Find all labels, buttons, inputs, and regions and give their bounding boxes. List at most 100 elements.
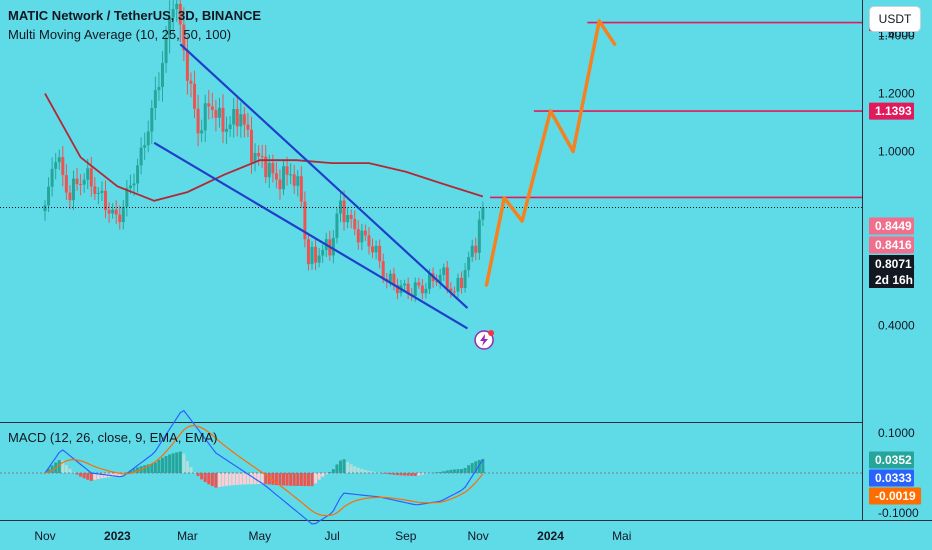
macd-hist-bar — [474, 461, 478, 473]
candle-body — [64, 175, 68, 193]
candle-body — [68, 192, 72, 201]
candle-body — [442, 267, 446, 275]
candle-body — [57, 157, 61, 163]
candle-body — [420, 285, 424, 294]
candle-body — [228, 124, 232, 129]
candle-body — [43, 205, 47, 212]
candle-body — [200, 130, 204, 134]
macd-hist-bar — [303, 473, 307, 487]
candle-body — [427, 273, 431, 289]
candle-body — [271, 163, 275, 174]
candle-body — [79, 184, 83, 186]
candle-body — [356, 229, 360, 243]
macd-hist-bar — [267, 473, 271, 485]
macd-hist-bar — [82, 473, 86, 479]
price-tick-label: 1.2000 — [878, 87, 915, 101]
macd-hist-bar — [200, 473, 204, 480]
candle-body — [303, 201, 307, 240]
macd-hist-bar — [406, 473, 410, 476]
macd-hist-bar — [79, 473, 83, 477]
tag-ma-value: 0.8449 — [875, 219, 912, 233]
candle-body — [267, 163, 271, 178]
macd-hist-bar — [481, 458, 485, 473]
candle-body — [306, 239, 310, 265]
macd-hist-bar — [317, 473, 321, 480]
candle-body — [477, 219, 481, 253]
candle-body — [75, 178, 79, 185]
candle-body — [346, 215, 350, 223]
candle-body — [388, 273, 392, 282]
macd-hist-bar — [210, 473, 214, 487]
candle-body — [203, 103, 207, 131]
candle-body — [470, 245, 474, 257]
price-tick-label: 1.0000 — [878, 145, 915, 159]
candle-body — [285, 166, 289, 175]
macd-hist-bar — [388, 473, 392, 475]
indicator-legend: Multi Moving Average (10, 25, 50, 100) — [8, 27, 231, 42]
macd-hist-bar — [324, 473, 328, 475]
macd-hist-bar — [146, 464, 150, 473]
candles — [43, 0, 485, 302]
macd-hist-bar — [118, 473, 122, 477]
macd-hist-bar — [242, 473, 246, 485]
macd-hist-bar — [153, 462, 157, 473]
price-tick-label: 0.4000 — [878, 319, 915, 333]
candle-body — [136, 165, 140, 184]
time-axis-label: Sep — [395, 529, 417, 543]
macd-tick-label: 0.1000 — [878, 426, 915, 440]
candle-body — [445, 267, 449, 289]
candle-body — [289, 174, 293, 176]
candle-body — [171, 9, 175, 18]
candle-body — [335, 213, 339, 238]
macd-hist-bar — [68, 468, 72, 473]
macd-hist-bar — [264, 473, 268, 485]
macd-hist-bar — [470, 463, 474, 473]
macd-hist-bar — [189, 467, 193, 473]
macd-hist-bar — [392, 473, 396, 475]
candle-body — [378, 245, 382, 262]
candle-body — [413, 282, 417, 296]
channel-lower-line — [153, 141, 469, 330]
macd-hist-bar — [349, 464, 353, 473]
macd-hist-bar — [136, 467, 140, 473]
macd-hist-bar — [346, 462, 350, 473]
candle-body — [125, 188, 129, 207]
macd-hist-bar — [335, 464, 339, 473]
candle-body — [460, 277, 464, 288]
macd-hist-bar — [403, 473, 407, 476]
macd-hist-bar — [289, 473, 293, 486]
candle-body — [403, 283, 407, 286]
time-axis-label: May — [248, 529, 271, 543]
macd-hist-bar — [128, 470, 132, 473]
candle-body — [139, 147, 143, 166]
macd-hist-bar — [292, 473, 296, 486]
macd-hist-bar — [271, 473, 275, 485]
candle-body — [314, 246, 318, 263]
candle-body — [321, 249, 325, 256]
macd-hist-bar — [114, 473, 118, 477]
macd-hist-bar — [310, 473, 314, 487]
macd-hist-bar — [449, 469, 453, 473]
macd-hist-bar — [239, 473, 243, 485]
candle-body — [210, 106, 214, 110]
candle-body — [235, 109, 239, 127]
time-axis-label: Jul — [325, 529, 340, 543]
macd-hist-bar — [178, 451, 182, 473]
currency-button[interactable]: USDT — [869, 6, 921, 32]
macd-hist-bar — [71, 471, 75, 473]
tag-target-mid: 1.1393 — [875, 104, 912, 118]
macd-hist-bar — [75, 473, 79, 475]
candle-body — [374, 245, 378, 253]
candle-body — [481, 207, 485, 220]
macd-hist-bar — [363, 470, 367, 473]
macd-hist-bar — [164, 455, 168, 473]
macd-hist-bar — [57, 460, 61, 473]
macd-hist-bar — [331, 469, 335, 473]
candle-body — [463, 270, 467, 288]
candle-body — [342, 200, 346, 223]
tag-macd-line-bg — [869, 469, 914, 487]
macd-hist-bar — [282, 473, 286, 486]
candle-body — [253, 152, 257, 163]
time-axis-label: Nov — [34, 529, 55, 543]
